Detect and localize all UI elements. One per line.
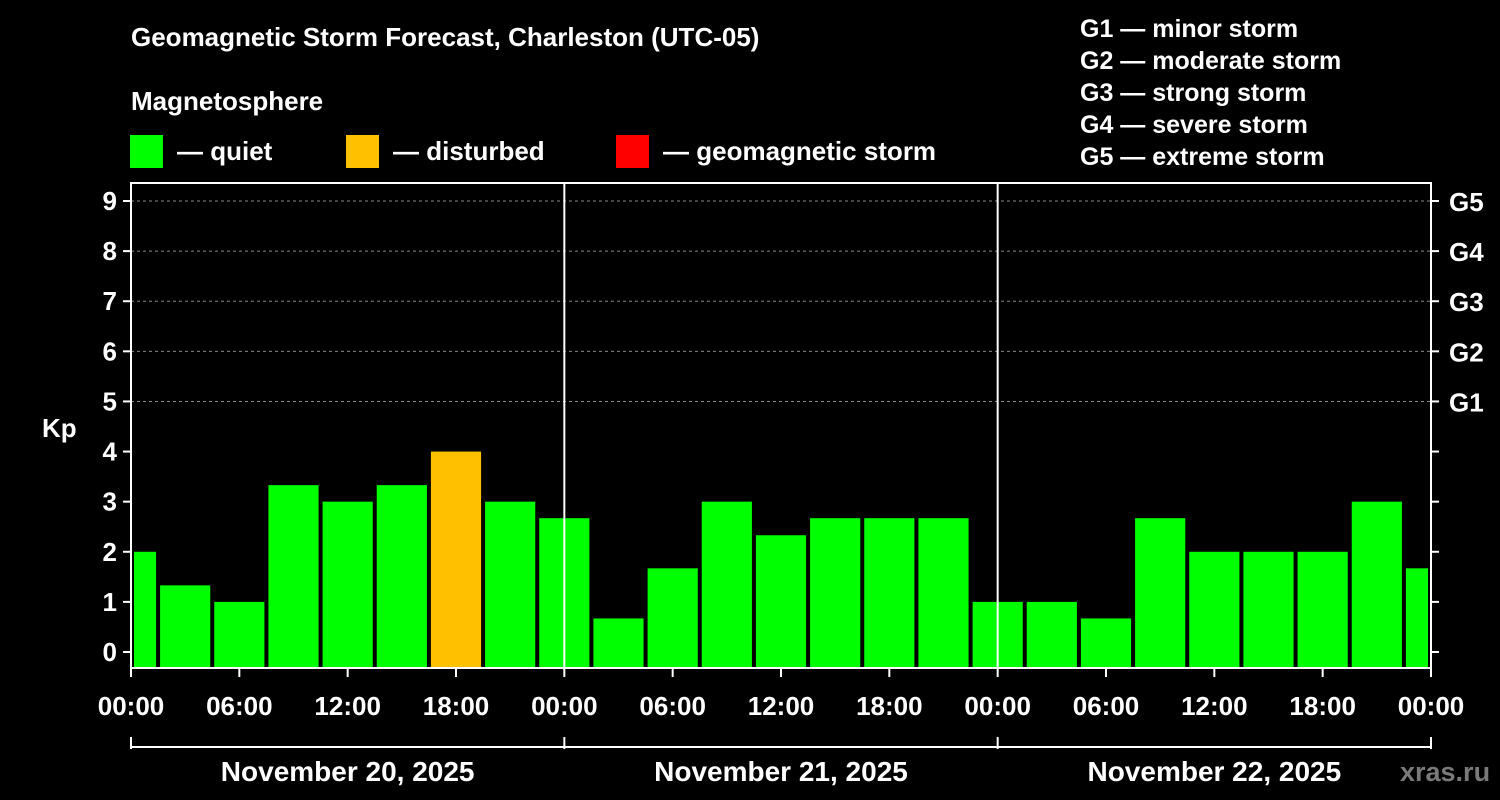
day-label: November 20, 2025 [221,756,475,787]
kp-bar [268,485,319,668]
kp-bar [1189,551,1240,668]
y-tick-label: 0 [103,637,117,667]
legend-swatch-storm [616,134,649,168]
x-tick-label: 12:00 [748,691,815,721]
day-label: November 22, 2025 [1087,756,1341,787]
g-scale-g5: G5 — extreme storm [1080,143,1325,171]
y-tick-label: 8 [103,236,117,266]
legend-swatch-disturbed [346,134,379,168]
kp-bar [1351,501,1402,668]
x-tick-label: 00:00 [98,691,165,721]
g-scale-g2: G2 — moderate storm [1080,47,1342,75]
x-tick-label: 18:00 [423,691,490,721]
y-axis-label: Kp [42,413,77,443]
g-scale-g1: G1 — minor storm [1080,15,1299,43]
kp-bar [647,568,698,668]
y-tick-label: 9 [103,186,117,216]
day-label: November 21, 2025 [654,756,908,787]
x-tick-label: 18:00 [1289,691,1356,721]
magnetosphere-label: Magnetosphere [131,86,324,116]
kp-bar [134,551,157,668]
right-axis-label-G4: G4 [1449,237,1484,267]
y-tick-label: 5 [103,386,117,416]
legend-label-storm: — geomagnetic storm [663,135,937,166]
g-scale-g4: G4 — severe storm [1080,111,1308,139]
kp-bar [214,601,265,668]
x-tick-label: 12:00 [314,691,381,721]
y-tick-label: 1 [103,587,117,617]
x-tick-label: 18:00 [856,691,923,721]
kp-bar [864,518,915,668]
x-tick-label: 00:00 [1398,691,1465,721]
legend-storm: — geomagnetic storm [616,134,936,168]
watermark: xras.ru [1400,757,1491,787]
legend-label-disturbed: — disturbed [393,135,545,166]
legend-label-quiet: — quiet [177,135,273,166]
right-axis-label-G2: G2 [1449,337,1484,367]
kp-bar [1405,568,1428,668]
y-tick-label: 7 [103,286,117,316]
y-tick-label: 3 [103,487,117,517]
kp-bar [1026,601,1077,668]
kp-bar [810,518,861,668]
y-tick-label: 4 [103,437,118,467]
x-tick-label: 00:00 [964,691,1031,721]
legend-disturbed: — disturbed [346,134,545,168]
y-tick-label: 6 [103,336,117,366]
kp-bar [1243,551,1294,668]
kp-bar [160,585,211,668]
kp-bar [1080,618,1132,668]
right-axis-label-G5: G5 [1449,187,1484,217]
legend-swatch-quiet [130,134,163,168]
kp-bar [485,501,536,668]
g-scale-g3: G3 — strong storm [1080,79,1307,107]
kp-bar [918,518,969,668]
kp-bar [755,535,807,668]
y-tick-label: 2 [103,537,117,567]
kp-bar [1297,551,1348,668]
kp-bar [701,501,752,668]
right-axis-label-G1: G1 [1449,387,1484,417]
legend-quiet: — quiet [130,134,272,168]
x-tick-label: 00:00 [531,691,598,721]
kp-bar [322,501,373,668]
kp-bar [430,451,482,668]
kp-bar [1135,518,1186,668]
x-tick-label: 12:00 [1181,691,1248,721]
x-tick-label: 06:00 [206,691,273,721]
chart-title: Geomagnetic Storm Forecast, Charleston (… [131,22,760,52]
right-axis-label-G3: G3 [1449,287,1484,317]
x-tick-label: 06:00 [1073,691,1140,721]
kp-bar [376,485,427,668]
x-tick-label: 06:00 [639,691,706,721]
kp-bar [593,618,644,668]
